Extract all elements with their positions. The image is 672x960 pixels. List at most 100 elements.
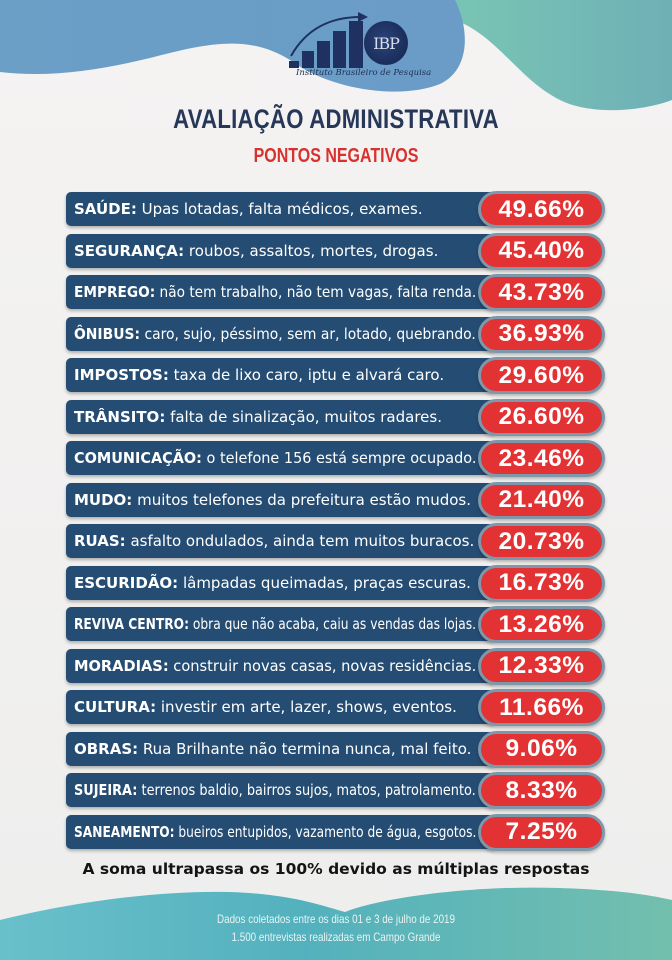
- ranking-row: CULTURA: investir em arte, lazer, shows,…: [66, 689, 606, 726]
- row-label: MUDO: muitos telefones da prefeitura est…: [74, 491, 471, 509]
- row-category: IMPOSTOS:: [74, 366, 169, 384]
- ibp-logo-chart-icon: [289, 12, 368, 68]
- row-value: 8.33%: [505, 776, 578, 804]
- row-value: 26.60%: [498, 403, 585, 430]
- row-detail: asfalto ondulados, ainda tem muitos bura…: [125, 532, 475, 550]
- ranking-row: ÔNIBUS: caro, sujo, péssimo, sem ar, lot…: [66, 315, 606, 353]
- row-value: 20.73%: [498, 527, 585, 555]
- ranking-row: REVIVA CENTRO: obra que não acaba, caiu …: [66, 606, 606, 643]
- logo-caption: Instituto Brasileiro de Pesquisa: [296, 68, 432, 78]
- row-label: TRÂNSITO: falta de sinalização, muitos r…: [74, 408, 442, 426]
- row-label: RUAS: asfalto ondulados, ainda tem muito…: [74, 532, 474, 550]
- row-category: EMPREGO:: [74, 283, 156, 301]
- row-category: OBRAS:: [74, 739, 139, 758]
- ranking-row: SAÚDE: Upas lotadas, falta médicos, exam…: [66, 191, 606, 228]
- row-detail: bueiros entupidos, vazamento de água, es…: [174, 822, 477, 841]
- row-detail: Rua Brilhante não termina nunca, mal fei…: [138, 739, 472, 758]
- row-category: MUDO:: [74, 490, 133, 509]
- row-detail: obra que não acaba, caiu as vendas das l…: [188, 615, 477, 633]
- row-label: SANEAMENTO: bueiros entupidos, vazamento…: [74, 823, 476, 841]
- row-detail: construir novas casas, novas residências…: [168, 656, 477, 675]
- ranking-row: COMUNICAÇÃO: o telefone 156 está sempre …: [66, 440, 606, 477]
- row-label: SUJEIRA: terrenos baldio, bairros sujos,…: [74, 781, 476, 799]
- row-category: RUAS:: [74, 532, 126, 550]
- row-value-pill: 8.33%: [478, 772, 605, 809]
- row-label-bar: ÔNIBUS: caro, sujo, péssimo, sem ar, lot…: [66, 316, 494, 351]
- footer-data-dates: Dados coletados entre os dias 01 e 3 de …: [217, 912, 455, 926]
- row-label: IMPOSTOS: taxa de lixo caro, iptu e alva…: [74, 366, 444, 384]
- row-value-pill: 29.60%: [478, 357, 605, 394]
- row-category: SEGURANÇA:: [74, 241, 185, 260]
- ranking-row: MUDO: muitos telefones da prefeitura est…: [66, 481, 606, 519]
- row-label: EMPREGO: não tem trabalho, não tem vagas…: [74, 283, 476, 301]
- ranking-row: RUAS: asfalto ondulados, ainda tem muito…: [66, 523, 606, 560]
- row-detail: muitos telefones da prefeitura estão mud…: [132, 490, 472, 509]
- row-category: MORADIAS:: [74, 656, 169, 675]
- row-value-pill: 36.93%: [478, 315, 605, 353]
- page-title: AVALIAÇÃO ADMINISTRATIVA: [173, 104, 499, 134]
- row-category: SUJEIRA:: [74, 781, 138, 799]
- row-detail: caro, sujo, péssimo, sem ar, lotado, que…: [140, 324, 476, 343]
- row-label: REVIVA CENTRO: obra que não acaba, caiu …: [74, 615, 476, 633]
- row-detail: taxa de lixo caro, iptu e alvará caro.: [168, 366, 445, 384]
- row-value-pill: 20.73%: [478, 523, 605, 560]
- row-value-pill: 7.25%: [478, 813, 605, 851]
- row-label: COMUNICAÇÃO: o telefone 156 está sempre …: [74, 449, 476, 467]
- ranking-row: TRÂNSITO: falta de sinalização, muitos r…: [66, 398, 606, 436]
- row-label: ÔNIBUS: caro, sujo, péssimo, sem ar, lot…: [74, 325, 476, 343]
- row-label-bar: COMUNICAÇÃO: o telefone 156 está sempre …: [66, 441, 494, 475]
- row-category: ÔNIBUS:: [74, 324, 141, 343]
- footer-sample-size: 1.500 entrevistas realizadas em Campo Gr…: [231, 930, 441, 944]
- ranking-row: EMPREGO: não tem trabalho, não tem vagas…: [66, 274, 606, 311]
- logo-acronym: IBP: [373, 33, 400, 53]
- row-value: 45.40%: [498, 237, 585, 264]
- row-value: 21.40%: [498, 486, 585, 513]
- row-label: OBRAS: Rua Brilhante não termina nunca, …: [74, 740, 471, 758]
- ranking-row: SEGURANÇA: roubos, assaltos, mortes, dro…: [66, 232, 606, 270]
- row-category: ESCURIDÃO:: [74, 573, 179, 592]
- ranking-row: IMPOSTOS: taxa de lixo caro, iptu e alva…: [66, 357, 606, 394]
- row-label-bar: RUAS: asfalto ondulados, ainda tem muito…: [66, 524, 494, 558]
- row-category: TRÂNSITO:: [74, 407, 166, 426]
- row-value-pill: 49.66%: [478, 191, 605, 228]
- ranking-row: ESCURIDÃO: lâmpadas queimadas, praças es…: [66, 564, 606, 602]
- row-value: 43.73%: [498, 278, 585, 306]
- ranking-row: OBRAS: Rua Brilhante não termina nunca, …: [66, 730, 606, 768]
- row-value-pill: 11.66%: [478, 689, 605, 726]
- row-label-bar: SANEAMENTO: bueiros entupidos, vazamento…: [66, 814, 494, 849]
- ibp-logo-badge: IBP: [364, 21, 408, 65]
- row-label-bar: IMPOSTOS: taxa de lixo caro, iptu e alva…: [66, 358, 494, 392]
- row-detail: não tem trabalho, não tem vagas, falta r…: [155, 283, 477, 301]
- row-value-pill: 23.46%: [478, 440, 605, 477]
- row-label-bar: SEGURANÇA: roubos, assaltos, mortes, dro…: [66, 233, 494, 268]
- page-subtitle: PONTOS NEGATIVOS: [253, 145, 419, 167]
- row-value: 7.25%: [505, 818, 578, 845]
- row-category: SANEAMENTO:: [74, 822, 175, 841]
- row-label: SAÚDE: Upas lotadas, falta médicos, exam…: [74, 200, 423, 218]
- row-label-bar: SAÚDE: Upas lotadas, falta médicos, exam…: [66, 192, 494, 226]
- row-value-pill: 12.33%: [478, 647, 605, 685]
- row-label: SEGURANÇA: roubos, assaltos, mortes, dro…: [74, 242, 438, 260]
- row-value-pill: 43.73%: [478, 274, 605, 311]
- row-detail: terrenos baldio, bairros sujos, matos, p…: [137, 781, 476, 799]
- row-value: 13.26%: [498, 610, 585, 638]
- row-label-bar: EMPREGO: não tem trabalho, não tem vagas…: [66, 275, 494, 309]
- row-detail: roubos, assaltos, mortes, drogas.: [184, 241, 439, 260]
- row-detail: investir em arte, lazer, shows, eventos.: [156, 698, 457, 716]
- row-value: 12.33%: [498, 652, 585, 679]
- row-value: 49.66%: [498, 195, 585, 223]
- row-value-pill: 21.40%: [478, 481, 605, 519]
- row-category: CULTURA:: [74, 698, 157, 716]
- row-category: COMUNICAÇÃO:: [74, 449, 202, 467]
- row-value-pill: 26.60%: [478, 398, 605, 436]
- row-label-bar: OBRAS: Rua Brilhante não termina nunca, …: [66, 731, 494, 766]
- ranking-row: SUJEIRA: terrenos baldio, bairros sujos,…: [66, 772, 606, 809]
- row-detail: falta de sinalização, muitos radares.: [165, 407, 442, 426]
- row-value-pill: 16.73%: [478, 564, 605, 602]
- row-value-pill: 9.06%: [478, 730, 605, 768]
- row-value: 16.73%: [498, 569, 585, 596]
- row-value-pill: 45.40%: [478, 232, 605, 270]
- row-value: 29.60%: [498, 361, 585, 389]
- row-detail: o telefone 156 está sempre ocupado.: [201, 449, 477, 467]
